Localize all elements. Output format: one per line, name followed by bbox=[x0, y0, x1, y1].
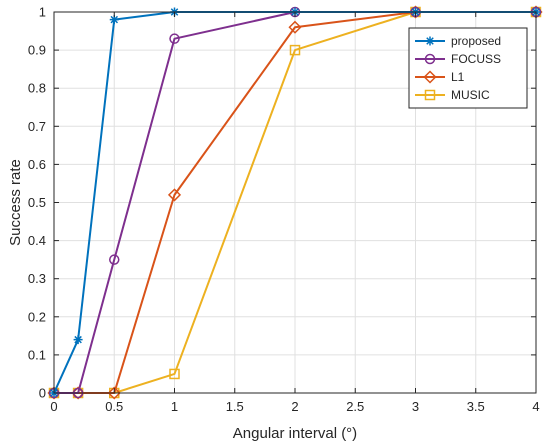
y-tick-label: 0.6 bbox=[28, 157, 46, 172]
x-tick-label: 1.5 bbox=[226, 399, 244, 414]
axis-ticks: 0 0.5 1 1.5 2 2.5 3 3.5 4 0 0.1 0.2 0.3 0.4 0.5 0.6 0.7 0… bbox=[28, 5, 540, 415]
data-point-focuss bbox=[109, 254, 120, 265]
legend-item-music: MUSIC bbox=[415, 88, 490, 102]
x-tick-label: 0 bbox=[50, 399, 57, 414]
y-tick-label: 0.4 bbox=[28, 233, 46, 248]
x-tick-label: 3 bbox=[412, 399, 419, 414]
x-tick-label: 4 bbox=[532, 399, 539, 414]
data-point-l1 bbox=[288, 20, 302, 34]
legend-label: L1 bbox=[451, 70, 465, 84]
y-tick-label: 0.8 bbox=[28, 81, 46, 96]
legend-item-proposed: proposed bbox=[415, 34, 501, 48]
y-tick-label: 0.2 bbox=[28, 309, 46, 324]
data-point-music bbox=[169, 368, 180, 380]
y-tick-label: 0.1 bbox=[28, 347, 46, 362]
x-axis-label: Angular interval (°) bbox=[233, 425, 357, 442]
legend-marker bbox=[423, 70, 437, 84]
y-axis-label: Success rate bbox=[7, 159, 24, 246]
data-point-l1 bbox=[167, 188, 182, 202]
y-tick-label: 0.3 bbox=[28, 271, 46, 286]
legend: proposed FOCUSS L1 MUSIC bbox=[408, 27, 528, 109]
legend-marker bbox=[424, 53, 436, 65]
data-point-l1 bbox=[107, 386, 121, 400]
y-tick-label: 0.9 bbox=[28, 43, 46, 58]
y-tick-label: 0 bbox=[39, 386, 46, 401]
data-point-proposed bbox=[73, 335, 83, 345]
y-tick-label: 0.5 bbox=[28, 195, 46, 210]
y-tick-label: 1 bbox=[39, 5, 46, 20]
x-tick-label: 3.5 bbox=[467, 399, 485, 414]
x-tick-label: 2.5 bbox=[346, 399, 364, 414]
data-point-music bbox=[289, 44, 301, 56]
legend-marker bbox=[425, 36, 435, 46]
x-tick-label: 2 bbox=[291, 399, 298, 414]
legend-item-l1: L1 bbox=[415, 70, 465, 84]
legend-marker bbox=[424, 89, 436, 101]
legend-item-focuss: FOCUSS bbox=[415, 52, 501, 66]
data-point-focuss bbox=[169, 33, 180, 44]
legend-label: proposed bbox=[451, 34, 501, 48]
x-tick-label: 1 bbox=[171, 399, 178, 414]
legend-label: MUSIC bbox=[451, 88, 490, 102]
y-tick-label: 0.7 bbox=[28, 119, 46, 134]
legend-label: FOCUSS bbox=[451, 52, 501, 66]
data-point-proposed bbox=[109, 15, 119, 25]
x-tick-label: 0.5 bbox=[105, 399, 123, 414]
